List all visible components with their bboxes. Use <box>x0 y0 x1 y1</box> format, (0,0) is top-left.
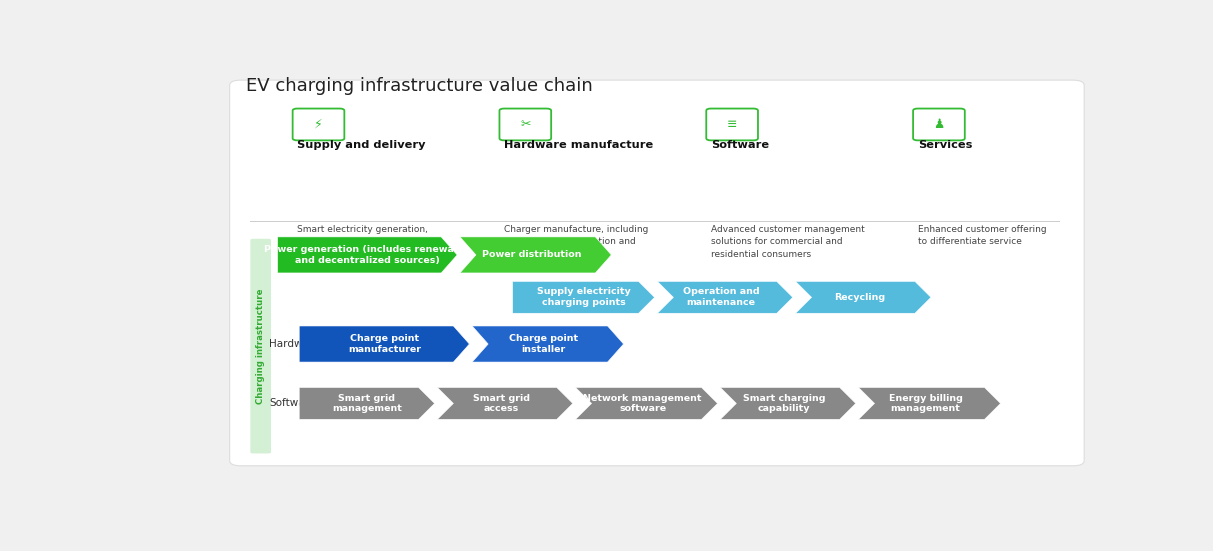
Polygon shape <box>859 387 1001 419</box>
Text: Charger manufacture, including
components, installation and
maintenance: Charger manufacture, including component… <box>505 225 649 258</box>
Polygon shape <box>472 326 623 362</box>
Text: Software: Software <box>711 141 769 150</box>
Polygon shape <box>513 282 655 314</box>
FancyBboxPatch shape <box>250 239 270 453</box>
Polygon shape <box>438 387 573 419</box>
Polygon shape <box>721 387 855 419</box>
Text: Operation and
maintenance: Operation and maintenance <box>683 288 759 307</box>
Text: ♟: ♟ <box>933 118 945 131</box>
Text: Services: Services <box>918 141 972 150</box>
Text: Enhanced customer offering
to differentiate service: Enhanced customer offering to differenti… <box>918 225 1047 246</box>
Text: Recycling: Recycling <box>833 293 884 302</box>
Text: Smart charging
capability: Smart charging capability <box>742 393 825 413</box>
Text: Supply and delivery: Supply and delivery <box>297 141 426 150</box>
Polygon shape <box>460 237 611 273</box>
Text: ✂: ✂ <box>520 118 530 131</box>
Polygon shape <box>300 326 469 362</box>
FancyBboxPatch shape <box>292 109 344 141</box>
Text: Power generation (includes renewable
and decentralized sources): Power generation (includes renewable and… <box>264 245 471 265</box>
Polygon shape <box>796 282 930 314</box>
Text: Network management
software: Network management software <box>583 393 702 413</box>
Text: Smart grid
access: Smart grid access <box>473 393 530 413</box>
Text: Smart electricity generation,
transmission and distribution: Smart electricity generation, transmissi… <box>297 225 429 246</box>
Polygon shape <box>657 282 793 314</box>
FancyBboxPatch shape <box>500 109 551 141</box>
Text: EV charging infrastructure value chain: EV charging infrastructure value chain <box>245 77 592 95</box>
Text: Charge point
manufacturer: Charge point manufacturer <box>348 334 421 354</box>
Text: Hardware manufacture: Hardware manufacture <box>505 141 654 150</box>
Text: Charge point
installer: Charge point installer <box>509 334 579 354</box>
Text: Energy billing
management: Energy billing management <box>889 393 962 413</box>
Text: ≡: ≡ <box>727 118 738 131</box>
Polygon shape <box>278 237 457 273</box>
Text: Hardware: Hardware <box>269 339 319 349</box>
Text: Software: Software <box>269 398 315 408</box>
Text: Supply electricity
charging points: Supply electricity charging points <box>536 288 631 307</box>
Text: Power distribution: Power distribution <box>482 250 581 260</box>
FancyBboxPatch shape <box>913 109 964 141</box>
Text: Charging infrastructure: Charging infrastructure <box>256 288 266 404</box>
FancyBboxPatch shape <box>229 80 1084 466</box>
Polygon shape <box>576 387 718 419</box>
FancyBboxPatch shape <box>706 109 758 141</box>
Polygon shape <box>300 387 434 419</box>
Text: Smart grid
management: Smart grid management <box>332 393 402 413</box>
Text: Advanced customer management
solutions for commercial and
residential consumers: Advanced customer management solutions f… <box>711 225 865 258</box>
Text: ⚡: ⚡ <box>314 118 323 131</box>
